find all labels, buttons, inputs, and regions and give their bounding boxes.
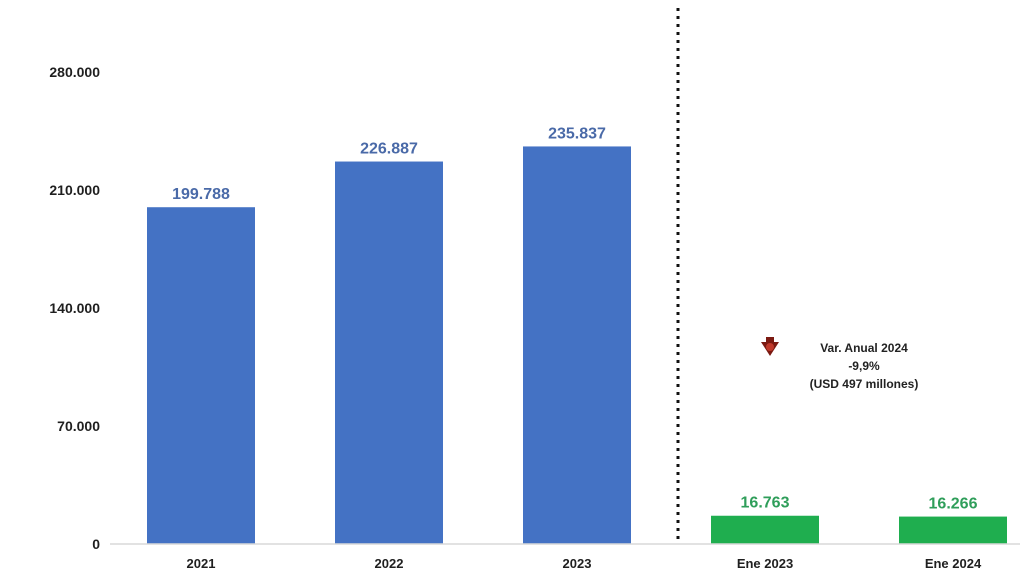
x-tick-label: 2021	[187, 556, 216, 571]
bar	[523, 146, 631, 544]
x-tick-label: 2023	[563, 556, 592, 571]
annotation-line-3: (USD 497 millones)	[810, 377, 919, 391]
x-axis-ticks: 2021 2022 2023 Ene 2023 Ene 2024	[187, 556, 982, 571]
bar	[147, 207, 255, 544]
annual-variation-annotation: Var. Anual 2024 -9,9% (USD 497 millones)	[761, 337, 918, 391]
y-tick-label: 280.000	[49, 64, 100, 80]
y-axis-ticks: 0 70.000 140.000 210.000 280.000	[49, 64, 100, 552]
x-tick-label: Ene 2024	[925, 556, 982, 571]
x-tick-label: Ene 2023	[737, 556, 793, 571]
annotation-line-1: Var. Anual 2024	[820, 341, 908, 355]
data-label: 199.788	[172, 186, 230, 203]
data-labels-group: 199.788 226.887 235.837 16.763 16.266	[172, 125, 977, 512]
data-label: 235.837	[548, 125, 606, 142]
data-label: 226.887	[360, 141, 418, 158]
annotation-line-2: -9,9%	[848, 359, 880, 373]
x-tick-label: 2022	[375, 556, 404, 571]
y-tick-label: 140.000	[49, 300, 100, 316]
data-label: 16.266	[929, 496, 978, 513]
bars-group	[147, 146, 1007, 545]
bar	[335, 161, 443, 545]
data-label: 16.763	[741, 495, 790, 512]
y-tick-label: 70.000	[57, 418, 100, 434]
down-arrow-icon	[761, 337, 779, 356]
y-tick-label: 0	[92, 536, 100, 552]
bar	[899, 516, 1007, 544]
bar	[711, 515, 819, 544]
y-tick-label: 210.000	[49, 182, 100, 198]
